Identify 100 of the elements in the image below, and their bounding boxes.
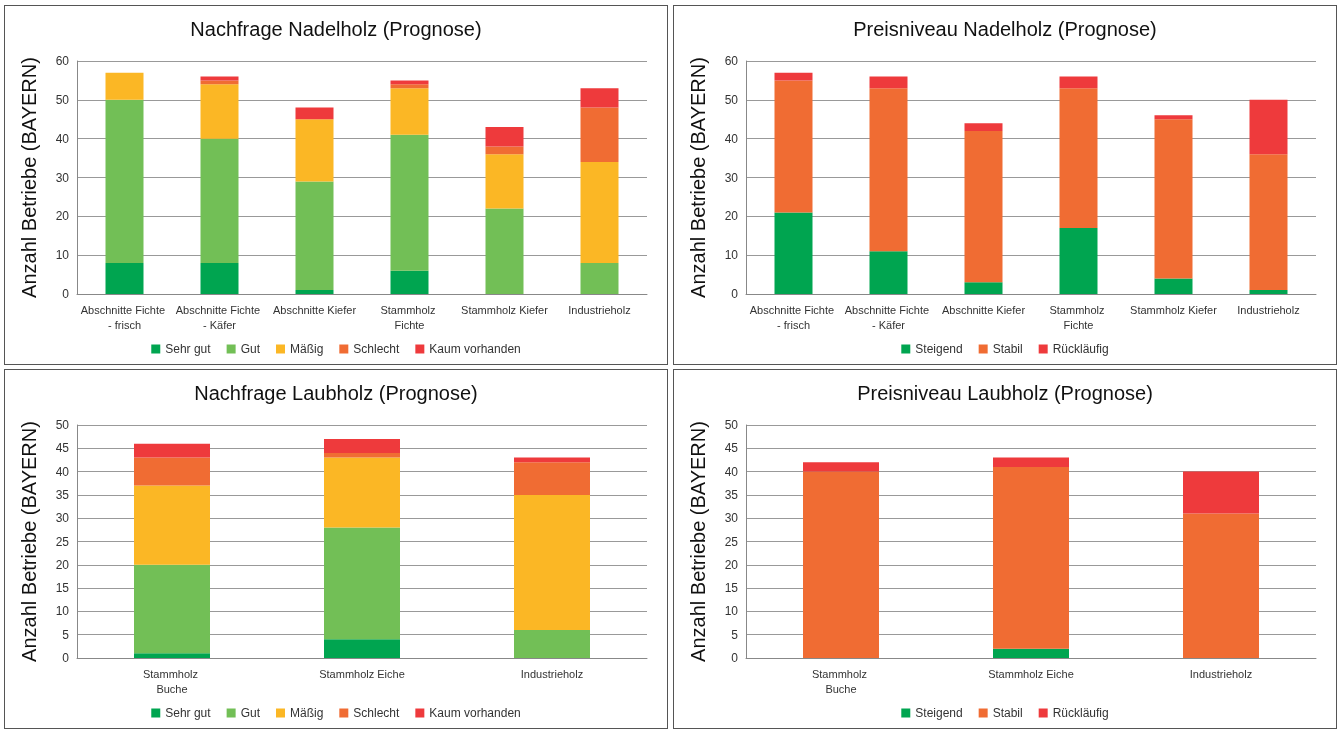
chart-title: Nachfrage Nadelholz (Prognose) (190, 18, 482, 40)
y-tick-label: 50 (55, 92, 70, 107)
legend-label: Sehr gut (165, 342, 212, 356)
y-tick-label: 50 (724, 418, 739, 432)
legend-label: Stabil (992, 342, 1023, 356)
bar (774, 72, 813, 81)
bar (134, 485, 210, 565)
y-tick-label: 20 (55, 209, 70, 224)
bar (200, 84, 239, 139)
x-tick-label: Stammholz Buche (811, 667, 871, 695)
bar (390, 134, 429, 271)
bar (324, 438, 400, 453)
bar (1249, 290, 1288, 294)
bar (774, 80, 813, 213)
bar (580, 262, 619, 294)
bar (774, 212, 813, 294)
chart-title: Preisniveau Nadelholz (Prognose) (853, 18, 1157, 40)
bar (200, 80, 239, 85)
y-tick-label: 25 (55, 534, 70, 549)
y-tick-label: 40 (55, 464, 70, 479)
legend-label: Schlecht (353, 706, 400, 720)
y-axis-title: Anzahl Betriebe (BAYERN) (687, 57, 709, 298)
bar (869, 251, 908, 294)
y-axis-title: Anzahl Betriebe (BAYERN) (18, 421, 40, 662)
y-tick-label: 10 (55, 604, 70, 619)
bar (964, 123, 1003, 131)
legend-label: Mäßig (289, 706, 324, 720)
x-tick-label: Stammholz Buche (142, 667, 202, 695)
bar (964, 130, 1003, 283)
bar (869, 76, 908, 89)
y-tick-label: 0 (731, 287, 739, 301)
bar (869, 88, 908, 252)
y-tick-label: 30 (55, 170, 70, 185)
bar (1059, 227, 1098, 294)
bar (1249, 154, 1288, 291)
chart-title: Nachfrage Laubholz (Prognose) (194, 382, 478, 404)
bar (580, 88, 619, 108)
bar (324, 527, 400, 640)
x-tick-label: Industrieholz (568, 303, 631, 316)
y-tick-label: 30 (724, 170, 739, 185)
legend-label: Schlecht (353, 342, 400, 356)
bar (580, 161, 619, 263)
bar (200, 138, 239, 263)
bar (1249, 99, 1288, 155)
y-tick-label: 20 (724, 557, 739, 572)
bar (485, 208, 524, 294)
bar (134, 564, 210, 654)
x-tick-label: Stammholz Kiefer (461, 303, 549, 316)
legend-label: Sehr gut (165, 706, 212, 720)
bar (1059, 88, 1098, 228)
x-tick-label: Abschnitte Fichte - Käfer (175, 303, 264, 331)
legend-label: Kaum vorhanden (429, 342, 521, 356)
bar (803, 471, 879, 658)
y-tick-label: 0 (62, 651, 70, 665)
x-tick-label: Stammholz Kiefer (1130, 303, 1218, 316)
y-tick-label: 0 (731, 651, 739, 665)
bar (964, 282, 1003, 294)
x-tick-label: Stammholz Fichte (1049, 303, 1108, 331)
y-tick-label: 25 (724, 534, 739, 549)
chart-title: Preisniveau Laubholz (Prognose) (857, 382, 1153, 404)
y-tick-label: 15 (55, 581, 70, 596)
y-axis-title: Anzahl Betriebe (BAYERN) (18, 57, 40, 298)
x-tick-label: Stammholz Eiche (319, 667, 405, 680)
legend-label: Mäßig (289, 342, 324, 356)
y-tick-label: 60 (55, 54, 70, 68)
y-axis-title: Anzahl Betriebe (BAYERN) (687, 421, 709, 662)
x-tick-label: Abschnitte Kiefer (941, 303, 1026, 316)
bar (295, 181, 334, 291)
x-tick-label: Abschnitte Fichte - frisch (749, 303, 838, 331)
y-tick-label: 45 (55, 441, 70, 456)
y-tick-label: 35 (55, 487, 70, 502)
bar (1059, 76, 1098, 89)
y-tick-label: 45 (724, 441, 739, 456)
bar (105, 262, 144, 294)
bar (1183, 471, 1259, 514)
bar (580, 107, 619, 162)
y-tick-label: 10 (724, 248, 739, 263)
bar (1154, 115, 1193, 120)
y-tick-label: 40 (724, 131, 739, 146)
legend-label: Steigend (915, 706, 963, 720)
bar (134, 653, 210, 658)
bar (134, 443, 210, 458)
bar (390, 84, 429, 89)
y-tick-label: 0 (62, 287, 70, 301)
x-tick-label: Industrieholz (1189, 667, 1253, 680)
bar (514, 630, 590, 658)
y-tick-label: 40 (55, 131, 70, 146)
y-tick-label: 15 (724, 581, 739, 596)
bar (324, 457, 400, 528)
bar (1183, 513, 1259, 658)
bar (485, 154, 524, 209)
bar (390, 270, 429, 294)
y-tick-label: 5 (62, 627, 70, 642)
y-tick-label: 60 (724, 54, 739, 68)
y-tick-label: 20 (724, 209, 739, 224)
x-tick-label: Abschnitte Kiefer (272, 303, 357, 316)
bar (295, 107, 334, 120)
bar (200, 262, 239, 294)
legend-label: Rückläufig (1052, 706, 1109, 720)
y-tick-label: 40 (724, 464, 739, 479)
